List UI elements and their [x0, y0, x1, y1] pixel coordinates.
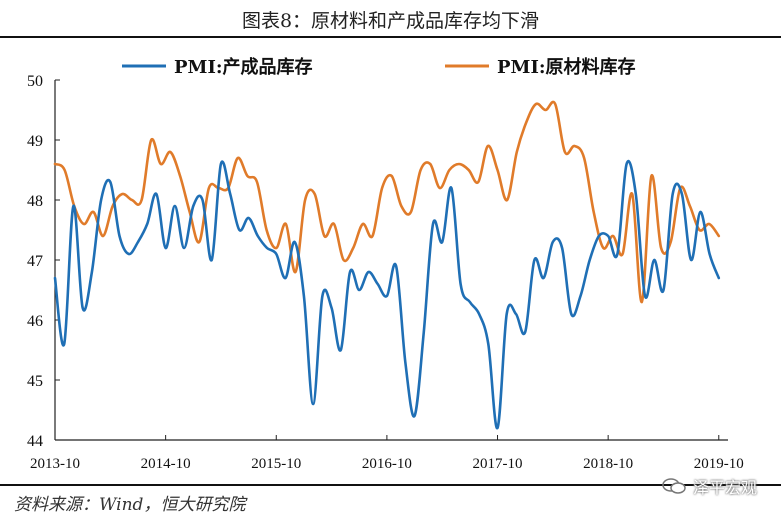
x-tick-label: 2014-10 [141, 456, 191, 472]
y-tick-label: 47 [27, 253, 43, 270]
y-tick-label: 45 [27, 373, 43, 390]
legend: PMI:产成品库存 PMI:原材料库存 [122, 56, 636, 78]
legend-label: PMI:原材料库存 [497, 56, 636, 78]
wechat-icon [662, 478, 686, 494]
axes: 44 45 46 47 48 49 50 2013-10 2014-10 2015-10 2016-… [27, 73, 744, 472]
bottom-rule [0, 484, 781, 486]
line-chart: 44 45 46 47 48 49 50 2013-10 2014-10 2015-10 2016-… [27, 56, 744, 472]
x-tick-label: 2015-10 [251, 456, 301, 472]
y-tick-label: 46 [27, 313, 43, 330]
y-tick-label: 49 [27, 133, 43, 150]
x-tick-label: 2017-10 [473, 456, 523, 472]
top-rule [0, 36, 781, 38]
x-tick-label: 2019-10 [694, 456, 744, 472]
x-tick-label: 2016-10 [362, 456, 412, 472]
chart-title: 图表8：原材料和产成品库存均下滑 [241, 10, 540, 32]
x-tick-label: 2013-10 [30, 456, 80, 472]
watermark-text: 泽平宏观 [692, 478, 757, 497]
series-line-finished-goods [53, 160, 721, 430]
source-note: 资料来源：Wind，恒大研究院 [14, 495, 246, 515]
watermark: 泽平宏观 [661, 474, 757, 498]
x-tick-label: 2018-10 [583, 456, 633, 472]
series-lines [53, 100, 721, 430]
y-tick-label: 44 [27, 433, 43, 450]
legend-label: PMI:产成品库存 [174, 56, 313, 78]
y-tick-label: 48 [27, 193, 43, 210]
series-line-raw-materials [53, 100, 721, 304]
y-tick-label: 50 [27, 73, 43, 90]
